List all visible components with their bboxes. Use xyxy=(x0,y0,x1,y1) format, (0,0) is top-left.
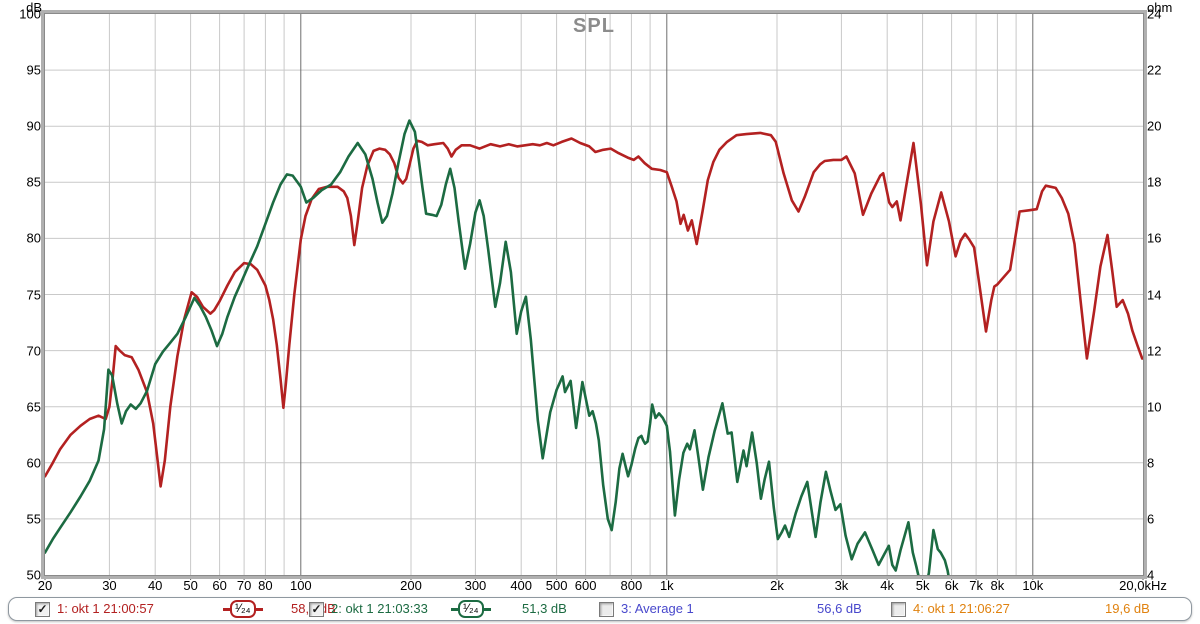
x-tick-label-800: 800 xyxy=(620,578,643,593)
legend-label-1[interactable]: 1: okt 1 21:00:57 xyxy=(57,601,154,616)
y-left-label-95: 95 xyxy=(26,62,41,78)
line-style-stub-icon xyxy=(483,607,491,611)
y-left-label-80: 80 xyxy=(26,230,41,246)
legend-checkbox-2[interactable]: ✓ xyxy=(309,602,324,617)
x-tick-label-600: 600 xyxy=(574,578,597,593)
legend-label-3[interactable]: 3: Average 1 xyxy=(621,601,694,616)
left-axis-unit-label: dB xyxy=(26,0,42,15)
x-tick-label-5k: 5k xyxy=(915,578,930,593)
y-left-label-65: 65 xyxy=(26,399,41,415)
smoothing-fraction-label: ¹⁄₂₄ xyxy=(458,600,484,618)
x-tick-label-400: 400 xyxy=(510,578,533,593)
legend-value-3: 56,6 dB xyxy=(817,601,862,616)
x-tick-label-300: 300 xyxy=(464,578,487,593)
x-tick-label-70: 70 xyxy=(236,578,252,593)
legend-smoothing-badge-1[interactable]: ¹⁄₂₄ xyxy=(223,598,263,620)
y-left-label-50: 50 xyxy=(26,567,41,583)
legend-label-2[interactable]: 2: okt 1 21:03:33 xyxy=(331,601,428,616)
y-right-label-6: 6 xyxy=(1147,511,1155,527)
x-tick-label-10k: 10k xyxy=(1022,578,1044,593)
legend-checkbox-3[interactable] xyxy=(599,602,614,617)
x-tick-label-100: 100 xyxy=(289,578,312,593)
legend-label-4[interactable]: 4: okt 1 21:06:27 xyxy=(913,601,1010,616)
y-right-label-22: 22 xyxy=(1147,62,1162,78)
y-right-label-24: 24 xyxy=(1147,6,1162,22)
y-right-label-8: 8 xyxy=(1147,455,1155,471)
smoothing-fraction-label: ¹⁄₂₄ xyxy=(230,600,256,618)
x-tick-label-3k: 3k xyxy=(834,578,849,593)
chart-title: SPL xyxy=(573,15,615,37)
right-axis-unit-label: ohm xyxy=(1147,0,1173,15)
legend-value-4: 19,6 dB xyxy=(1105,601,1150,616)
spl-chart-plot-area[interactable] xyxy=(0,0,1200,596)
x-tick-label-7k: 7k xyxy=(969,578,983,593)
plot-frame-inner xyxy=(44,13,1144,576)
y-left-label-60: 60 xyxy=(26,455,41,471)
x-tick-label-40: 40 xyxy=(147,578,163,593)
y-right-label-14: 14 xyxy=(1147,287,1162,302)
plot-frame-outer xyxy=(41,10,1147,579)
x-tick-label-1k: 1k xyxy=(659,578,674,593)
x-tick-label-20,0kHz: 20,0kHz xyxy=(1119,578,1167,593)
y-right-label-18: 18 xyxy=(1147,174,1162,190)
y-left-label-70: 70 xyxy=(26,343,41,359)
y-right-label-16: 16 xyxy=(1147,230,1162,246)
x-tick-label-6k: 6k xyxy=(944,578,959,593)
x-tick-label-8k: 8k xyxy=(990,578,1005,593)
x-tick-label-20: 20 xyxy=(37,578,53,593)
x-tick-label-4k: 4k xyxy=(880,578,895,593)
curve-1-okt-1-21-00-57[interactable] xyxy=(45,131,1143,488)
y-right-label-20: 20 xyxy=(1147,118,1162,134)
x-tick-label-60: 60 xyxy=(212,578,227,593)
y-left-label-100: 100 xyxy=(19,6,41,22)
legend-smoothing-badge-2[interactable]: ¹⁄₂₄ xyxy=(451,598,491,620)
line-style-stub-icon xyxy=(255,607,263,611)
x-tick-label-500: 500 xyxy=(545,578,568,593)
y-right-label-12: 12 xyxy=(1147,343,1162,359)
y-right-label-4: 4 xyxy=(1147,567,1155,583)
legend-checkbox-4[interactable] xyxy=(891,602,906,617)
x-tick-label-50: 50 xyxy=(183,578,198,593)
x-tick-label-2k: 2k xyxy=(770,578,784,593)
y-left-label-75: 75 xyxy=(26,287,41,302)
line-style-stub-icon xyxy=(223,607,230,611)
legend-bar: ✓ 1: okt 1 21:00:57 ¹⁄₂₄ 58,7 dB ✓ 2: okt 1 2… xyxy=(8,597,1192,621)
x-tick-label-80: 80 xyxy=(258,578,273,593)
y-left-label-55: 55 xyxy=(26,511,41,527)
line-style-stub-icon xyxy=(451,607,458,611)
curve-2-okt-1-21-03-33[interactable] xyxy=(45,119,950,589)
y-left-label-90: 90 xyxy=(26,118,41,134)
y-right-label-10: 10 xyxy=(1147,399,1162,415)
x-tick-label-200: 200 xyxy=(400,578,422,593)
y-left-label-85: 85 xyxy=(26,174,41,190)
legend-checkbox-1[interactable]: ✓ xyxy=(35,602,50,617)
x-tick-label-30: 30 xyxy=(102,578,117,593)
legend-value-2: 51,3 dB xyxy=(522,601,567,616)
